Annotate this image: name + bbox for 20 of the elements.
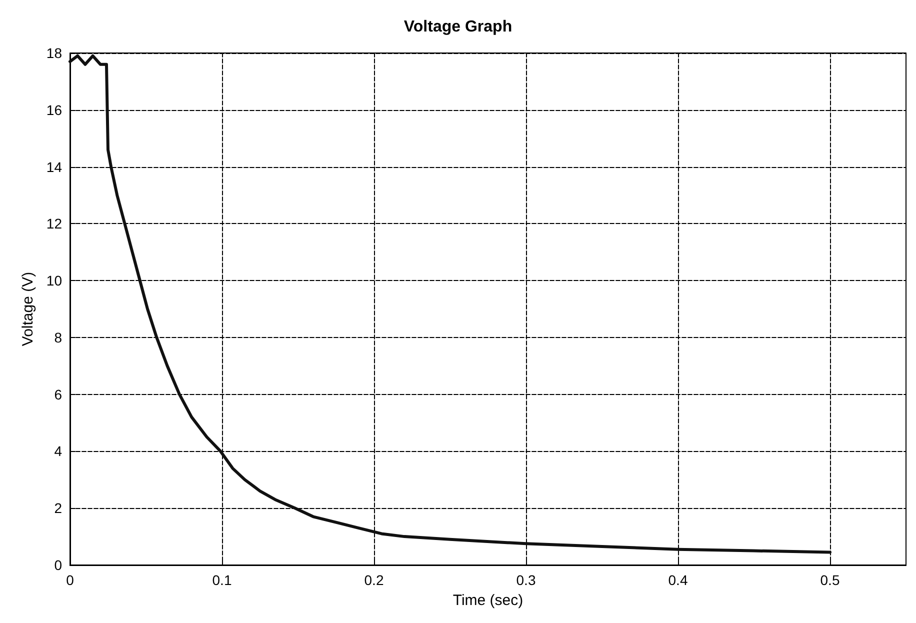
y-tick-label: 10 xyxy=(46,272,62,289)
x-tick-label: 0.3 xyxy=(516,572,536,588)
x-tick-label: 0.4 xyxy=(668,572,688,588)
y-tick-label: 2 xyxy=(54,500,62,516)
y-tick-label: 6 xyxy=(54,386,62,402)
y-tick-label: 12 xyxy=(46,216,62,232)
x-tick-label: 0.5 xyxy=(820,572,840,588)
x-tick-label: 0 xyxy=(66,572,74,588)
y-tick-label: 16 xyxy=(46,102,62,118)
y-tick-label: 0 xyxy=(54,557,62,573)
y-tick-label: 8 xyxy=(54,329,62,346)
x-axis-title: Time (sec) xyxy=(452,592,524,609)
chart-title: Voltage Graph xyxy=(404,18,512,36)
y-axis-title: Voltage (V) xyxy=(20,272,37,346)
y-tick-label: 18 xyxy=(46,45,62,61)
line-series xyxy=(68,54,832,554)
x-tick-label: 0.2 xyxy=(364,572,384,588)
y-tick-label: 4 xyxy=(54,443,62,460)
x-tick-label: 0.1 xyxy=(212,572,232,588)
y-tick-label: 14 xyxy=(46,158,62,175)
